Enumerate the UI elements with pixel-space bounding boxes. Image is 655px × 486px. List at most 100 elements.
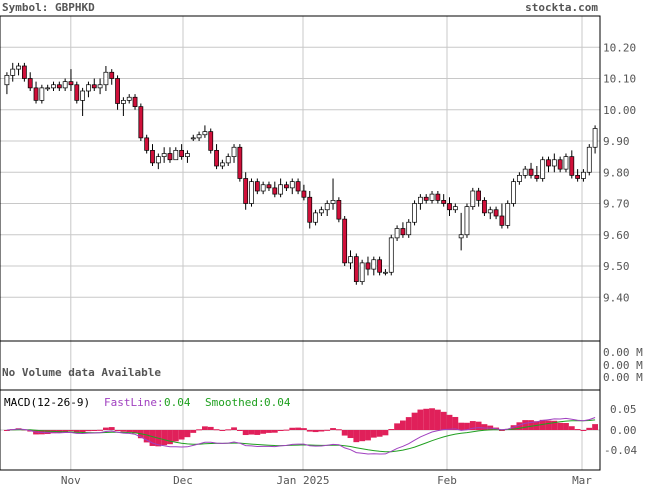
candle [150,144,155,166]
candle-body [103,71,109,86]
price-axis: 9.40 9.50 9.60 9.70 9.80 9.90 10.00 10.10 10.20 [603,41,636,304]
candle-body [406,221,412,236]
macd-histogram-bar [254,430,261,435]
macd-histogram-bar [411,412,418,430]
candle [476,187,482,207]
candle-body [429,193,435,201]
macd-histogram-bar [557,422,564,430]
candle [74,81,80,104]
candle-body [435,193,441,201]
candle-body [219,162,225,167]
macd-histogram-bar [190,430,197,433]
candle [208,128,214,154]
macd-panel [0,408,600,455]
candle-body [138,106,144,139]
candle [225,153,231,166]
brand-logo[interactable]: stockta.com [525,1,598,14]
candle-body [342,218,348,264]
candle [417,194,423,210]
candle [406,219,412,238]
candle-body [132,96,138,107]
macd-histogram-bar [73,430,80,433]
candle-body [51,84,56,89]
candle [126,94,132,104]
macd-histogram-bar [376,430,383,437]
macd-histogram-bar [143,430,150,443]
candlestick-series [4,62,598,285]
price-tick-label: 9.60 [603,229,630,242]
macd-histogram-bar [452,416,459,430]
candle [138,103,144,141]
candle [522,166,528,179]
macd-histogram-bar [91,430,98,431]
candle [243,172,249,210]
candle [575,169,581,182]
candle [470,187,476,210]
candle-body [307,196,313,223]
candle [249,178,254,207]
candle [179,144,185,160]
candle-body [528,168,534,176]
candle-body [16,65,21,70]
candle-body [464,206,470,236]
macd-histogram-bar [586,427,593,430]
candle [324,200,330,216]
candle-body [447,203,452,211]
macd-histogram-bar [167,430,173,445]
candle-body [336,200,342,220]
candle-body [27,78,33,89]
candle-body [97,84,103,89]
candle-body [377,259,383,273]
macd-histogram-bar [539,419,546,430]
candle [115,75,120,110]
macd-histogram-bar [499,430,505,431]
candle [371,256,377,276]
candle-body [359,262,365,282]
candle-body [202,131,208,136]
candle-body [569,156,575,176]
macd-histogram-bar [417,409,424,430]
candle [447,197,452,216]
candle [295,178,301,195]
macd-histogram-bar [434,409,441,430]
volume-axis-label: 0.00 M [603,371,643,384]
date-tick-label: Nov [61,474,81,486]
candle-body [56,84,62,89]
candle-body [348,256,353,264]
macd-histogram-bar [172,430,179,442]
candle-body [278,184,284,195]
candle [10,62,16,82]
volume-axis-label: 0.00 M [603,346,643,359]
candle-body [470,190,476,207]
candle-body [487,209,493,214]
candle [161,147,167,163]
candle-body [400,228,406,236]
macd-histogram-bar [580,430,587,431]
macd-histogram-bar [568,426,575,430]
candle [318,206,324,216]
candle-body [586,146,592,173]
candle [528,162,534,179]
date-tick-label: Mar [572,474,592,486]
macd-histogram-bar [400,420,406,430]
candle [120,97,126,116]
price-tick-label: 10.00 [603,104,636,117]
candle-body [353,256,359,282]
date-axis: Nov Dec Jan 2025 Feb Mar [61,474,592,486]
macd-histogram-bar [551,420,558,430]
macd-histogram-bar [359,430,366,442]
price-tick-label: 9.40 [603,291,630,304]
candle [91,78,97,91]
candle [266,181,272,191]
date-tick-label: Jan 2025 [277,474,330,486]
candle-body [190,137,196,140]
macd-histogram-bar [196,429,202,431]
candle [464,203,470,238]
candle-body [254,181,260,192]
price-tick-label: 9.50 [603,260,630,273]
candle [365,256,371,276]
candle [254,178,260,195]
candle-body [225,156,231,164]
candle-body [161,153,167,157]
candle-body [231,146,237,157]
